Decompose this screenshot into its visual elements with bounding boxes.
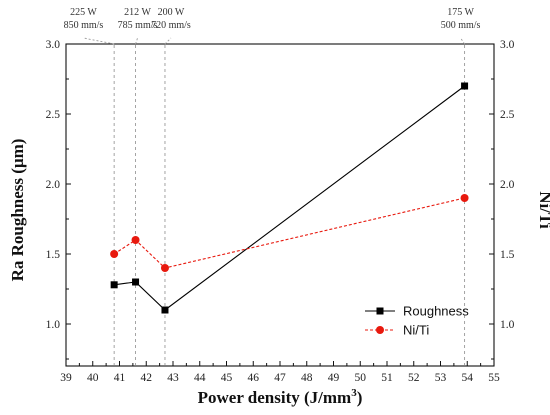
annotation-speed: 850 mm/s <box>64 20 104 31</box>
annotation-power: 225 W <box>70 7 97 18</box>
data-point <box>132 278 140 286</box>
annotation-speed: 720 mm/s <box>151 20 191 31</box>
x-tick-label: 43 <box>167 372 179 384</box>
data-point <box>131 236 140 244</box>
x-tick-label: 55 <box>488 372 500 384</box>
x-tick-label: 51 <box>381 372 393 384</box>
annotation-power: 212 W <box>124 7 151 18</box>
x-tick-label: 42 <box>141 372 153 384</box>
legend-label: Roughness <box>403 304 469 319</box>
legend-marker <box>376 326 384 334</box>
x-tick-label: 52 <box>408 372 420 384</box>
y-axis-title-left: Ra Roughness (μm) <box>8 139 27 282</box>
y-tick-label-left: 1.0 <box>46 319 61 331</box>
x-axis-title-superscript: 3 <box>351 387 357 399</box>
x-tick-label: 41 <box>114 372 126 384</box>
data-point <box>461 82 469 90</box>
legend-marker <box>376 307 384 315</box>
x-axis-title: Power density (J/mm3) <box>198 387 363 407</box>
x-axis: 39 40 41 42 43 44 45 46 47 48 49 50 51 52 53 54 55 <box>60 361 500 384</box>
y-tick-label-right: 1.0 <box>500 319 515 331</box>
y-tick-label-right: 2.0 <box>500 179 515 191</box>
data-point <box>110 281 118 289</box>
data-point <box>460 194 469 202</box>
series-group <box>110 82 469 314</box>
series-line <box>114 85 465 311</box>
annotation-power: 200 W <box>158 7 185 18</box>
annotation-leader <box>135 37 138 45</box>
y-tick-label-right: 2.5 <box>500 109 515 121</box>
y-axis-left: 1.0 1.5 2.0 2.5 3.0 <box>46 39 71 360</box>
x-tick-label: 50 <box>355 372 367 384</box>
annotation-power: 175 W <box>447 7 474 18</box>
y-tick-label-right: 3.0 <box>500 39 515 51</box>
x-tick-label: 48 <box>301 372 313 384</box>
x-tick-label: 46 <box>248 372 260 384</box>
data-point <box>161 306 169 314</box>
x-tick-label: 45 <box>221 372 233 384</box>
x-tick-label: 39 <box>60 372 72 384</box>
legend-label: Ni/Ti <box>403 323 429 338</box>
x-tick-label: 53 <box>435 372 447 384</box>
series-line <box>113 197 465 269</box>
x-axis-title-close: ) <box>357 388 363 407</box>
x-tick-label: 40 <box>87 372 99 384</box>
annotation-leader <box>164 37 172 45</box>
x-tick-label: 49 <box>328 372 340 384</box>
y-tick-label-left: 1.5 <box>46 249 61 261</box>
annotation-speed: 785 mm/s <box>118 20 158 31</box>
x-tick-label: 54 <box>462 372 474 384</box>
y-axis-right: 1.0 1.5 2.0 2.5 3.0 <box>489 39 515 360</box>
y-axis-title-right: Ni/Ti <box>536 191 550 229</box>
annotation-leader <box>83 37 115 45</box>
y-tick-label-right: 1.5 <box>500 249 515 261</box>
legend: Roughness Ni/Ti <box>365 304 469 338</box>
annotation-leader <box>460 37 465 45</box>
data-point <box>110 250 119 258</box>
y-tick-label-left: 3.0 <box>46 39 61 51</box>
annotation-speed: 500 mm/s <box>441 20 481 31</box>
y-tick-label-left: 2.5 <box>46 109 61 121</box>
y-tick-label-left: 2.0 <box>46 179 61 191</box>
x-tick-label: 47 <box>274 372 286 384</box>
x-tick-label: 44 <box>194 372 206 384</box>
data-point <box>160 264 169 272</box>
